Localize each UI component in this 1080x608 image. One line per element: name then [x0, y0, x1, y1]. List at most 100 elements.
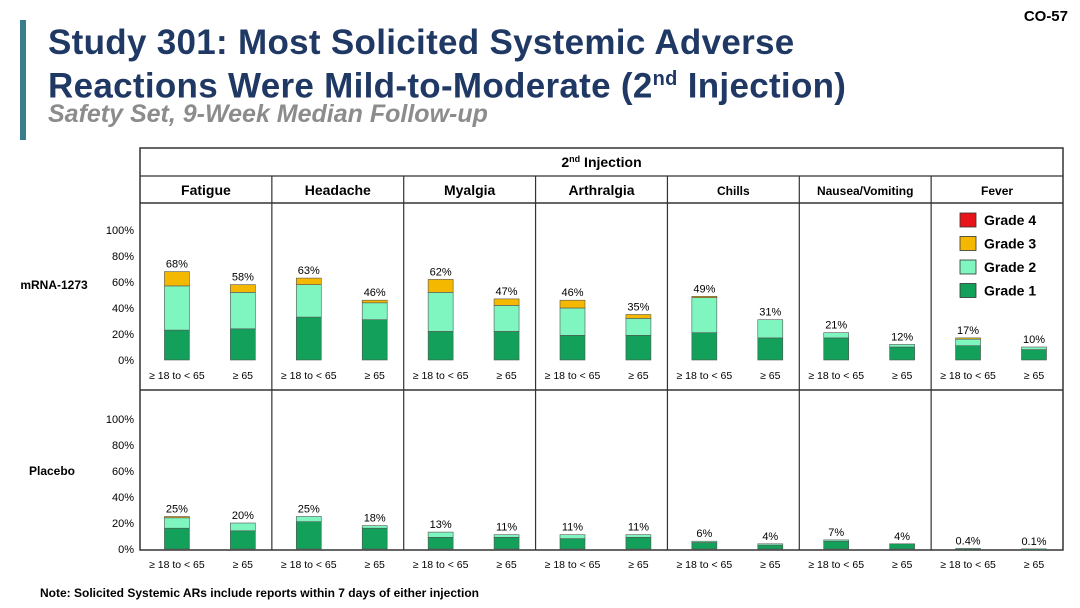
x-tick-label: ≥ 18 to < 65: [677, 370, 733, 382]
panel-title: Fatigue: [181, 182, 231, 198]
y-tick-label: 60%: [112, 277, 134, 289]
x-tick-label: ≥ 65: [365, 370, 386, 382]
bar-segment-grade2: [691, 540, 718, 543]
bar-data-label: 35%: [627, 302, 649, 314]
bar-data-label: 68%: [166, 259, 188, 271]
legend-label: Grade 1: [984, 283, 1036, 299]
x-tick-label: ≥ 18 to < 65: [808, 370, 864, 382]
title-line-2-suffix: Injection): [677, 66, 847, 106]
bar-segment-grade3: [230, 284, 256, 293]
bar-data-label: 17%: [957, 325, 979, 337]
bar-segment-grade1: [559, 334, 586, 361]
x-tick-label: ≥ 65: [233, 559, 254, 571]
bar-segment-grade2: [757, 319, 784, 339]
bar-segment-grade1: [691, 542, 718, 550]
x-tick-label: ≥ 65: [1024, 559, 1045, 571]
bar-segment-grade1: [823, 337, 850, 361]
bar-segment-grade1: [757, 544, 784, 550]
legend-swatch: [959, 212, 977, 228]
panel-title: Myalgia: [444, 182, 496, 198]
bar-segment-grade3: [427, 279, 454, 293]
x-tick-label: ≥ 65: [892, 559, 913, 571]
bar-data-label: 25%: [298, 504, 320, 516]
bar-segment-grade1: [164, 329, 190, 361]
bar-data-label: 46%: [561, 287, 583, 299]
x-tick-label: ≥ 18 to < 65: [808, 559, 864, 571]
bar-data-label: 11%: [562, 522, 583, 534]
row-label-mrna-1273: mRNA-1273: [20, 278, 88, 292]
y-tick-label: 0%: [118, 355, 134, 367]
x-tick-label: ≥ 65: [760, 370, 781, 382]
bar-segment-grade2: [559, 534, 586, 539]
bar-data-label: 10%: [1023, 334, 1045, 346]
bar-segment-grade2: [230, 292, 256, 330]
bar-segment-grade1: [889, 543, 915, 550]
x-tick-label: ≥ 18 to < 65: [149, 559, 205, 571]
bar-segment-grade1: [1021, 548, 1047, 551]
bar-segment-grade1: [823, 540, 850, 550]
bar-segment-grade2: [757, 543, 784, 546]
bar-data-label: 4%: [894, 531, 910, 543]
slide-subtitle: Safety Set, 9-Week Median Follow-up: [48, 100, 488, 128]
x-tick-label: ≥ 18 to < 65: [281, 370, 337, 382]
bar-segment-grade2: [1021, 346, 1047, 350]
x-tick-label: ≥ 18 to < 65: [677, 559, 733, 571]
bar-segment-grade3: [295, 277, 322, 285]
bar-data-label: 11%: [496, 522, 517, 534]
bar-data-label: 7%: [828, 527, 844, 539]
bar-segment-grade1: [889, 346, 915, 361]
x-tick-label: ≥ 65: [365, 559, 386, 571]
bar-segment-grade2: [493, 534, 520, 538]
y-tick-label: 40%: [112, 303, 134, 315]
bar-data-label: 49%: [693, 283, 715, 295]
bar-segment-grade2: [295, 516, 322, 522]
title-line-2-prefix: Reactions Were Mild-to-Moderate (2: [48, 66, 653, 106]
bar-segment-grade2: [295, 284, 322, 318]
bar-segment-grade1: [230, 328, 256, 361]
bar-segment-grade3: [559, 299, 586, 309]
bar-segment-grade3: [493, 298, 520, 306]
panel-title: Headache: [305, 182, 371, 198]
bar-data-label: 6%: [696, 528, 712, 540]
bar-data-label: 18%: [364, 513, 386, 525]
x-tick-label: ≥ 18 to < 65: [281, 559, 337, 571]
y-tick-label: 60%: [112, 466, 134, 478]
x-tick-label: ≥ 18 to < 65: [149, 370, 205, 382]
title-line-1: Study 301: Most Solicited Systemic Adver…: [48, 23, 795, 62]
bar-data-label: 13%: [430, 519, 452, 531]
legend-swatch: [959, 236, 977, 251]
bar-segment-grade2: [164, 517, 190, 529]
bar-segment-grade1: [361, 319, 388, 361]
title-line-2-sup: nd: [652, 68, 678, 90]
panel-title: Fever: [981, 184, 1013, 198]
title-accent-bar: [20, 20, 26, 140]
panel-title: Arthralgia: [568, 182, 634, 198]
x-tick-label: ≥ 65: [628, 559, 649, 571]
x-tick-label: ≥ 65: [760, 559, 781, 571]
y-tick-label: 20%: [112, 518, 134, 530]
bar-segment-grade1: [361, 527, 388, 550]
bar-segment-grade3: [691, 295, 718, 298]
bar-data-label: 46%: [364, 287, 386, 299]
bar-segment-grade1: [625, 536, 652, 550]
y-tick-label: 80%: [112, 440, 134, 452]
legend-label: Grade 2: [984, 259, 1036, 275]
bar-data-label: 31%: [759, 307, 781, 319]
bar-data-label: 21%: [825, 320, 847, 332]
bar-segment-grade3: [164, 271, 190, 287]
panel-title: Nausea/Vomiting: [817, 184, 913, 198]
y-tick-label: 40%: [112, 492, 134, 504]
panel-title: Chills: [717, 184, 750, 198]
slide-number: CO-57: [1023, 8, 1068, 25]
x-tick-label: ≥ 18 to < 65: [413, 559, 469, 571]
bar-segment-grade2: [559, 307, 586, 336]
bar-segment-grade2: [427, 292, 454, 332]
bar-segment-grade1: [295, 316, 322, 361]
footnote: Note: Solicited Systemic ARs include rep…: [40, 586, 479, 600]
bar-segment-grade1: [493, 331, 520, 361]
bar-segment-grade1: [427, 331, 454, 361]
bar-segment-grade1: [493, 536, 520, 550]
chart-header: 2nd Injection: [561, 154, 641, 170]
legend-swatch: [959, 259, 977, 275]
